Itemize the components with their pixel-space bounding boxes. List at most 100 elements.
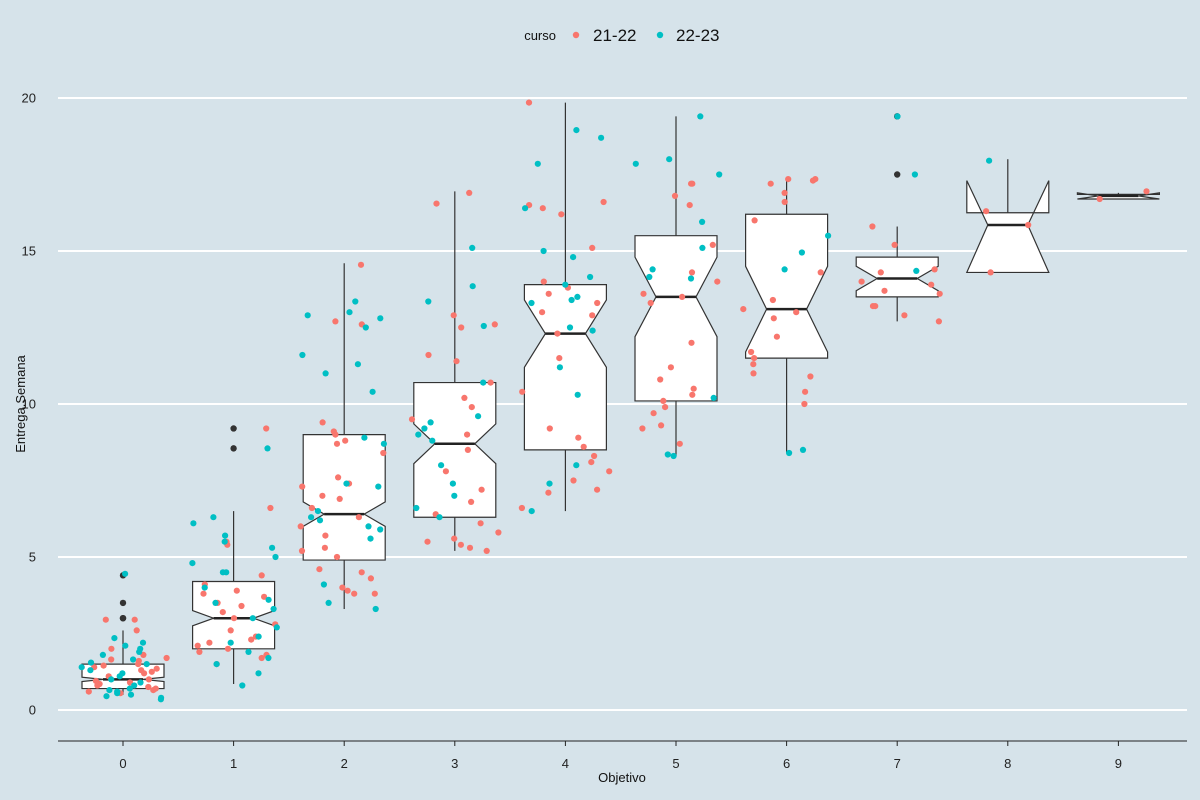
point-21-22 (458, 324, 465, 331)
point-21-22 (267, 504, 274, 512)
point-22-23 (213, 661, 220, 668)
legend-marker-21-22 (572, 31, 580, 39)
point-22-23 (137, 679, 144, 686)
point-22-23 (111, 635, 118, 642)
point-22-23 (670, 452, 677, 460)
point-21-22 (466, 189, 473, 196)
point-21-22 (657, 376, 664, 383)
point-21-22 (299, 483, 306, 490)
point-21-22 (200, 590, 207, 597)
point-21-22 (877, 269, 884, 276)
point-21-22 (983, 208, 990, 215)
point-22-23 (540, 247, 547, 255)
point-21-22 (424, 538, 431, 545)
point-21-22 (773, 333, 781, 340)
point-22-23 (103, 693, 110, 700)
point-22-23 (632, 160, 639, 167)
point-22-23 (449, 480, 456, 487)
x-tick-label: 5 (672, 756, 679, 771)
legend: curso 21-22 22-23 (524, 26, 719, 45)
point-21-22 (468, 498, 475, 505)
x-tick-label: 1 (230, 756, 237, 771)
point-22-23 (986, 157, 993, 164)
point-22-23 (528, 508, 535, 515)
point-22-23 (255, 633, 262, 640)
point-22-23 (781, 266, 788, 273)
point-21-22 (891, 241, 898, 248)
point-21-22 (141, 670, 148, 677)
point-22-23 (469, 244, 476, 251)
point-21-22 (872, 303, 879, 310)
point-21-22 (807, 373, 814, 380)
x-tick-label: 6 (783, 756, 790, 771)
point-21-22 (163, 654, 170, 662)
point-21-22 (589, 312, 596, 319)
point-21-22 (351, 590, 358, 597)
point-22-23 (699, 218, 706, 225)
point-22-23 (570, 254, 577, 261)
point-22-23 (372, 605, 379, 613)
point-21-22 (869, 223, 876, 230)
point-22-23 (122, 642, 129, 649)
point-21-22 (750, 361, 757, 368)
point-21-22 (935, 318, 943, 325)
point-21-22 (425, 351, 432, 359)
point-21-22 (588, 459, 595, 466)
point-22-23 (377, 315, 384, 322)
point-22-23 (212, 599, 219, 607)
point-22-23 (227, 639, 234, 646)
point-21-22 (901, 312, 908, 319)
point-22-23 (127, 691, 135, 698)
point-21-22 (709, 241, 716, 248)
point-21-22 (408, 416, 416, 423)
point-21-22 (570, 477, 577, 484)
point-21-22 (194, 642, 201, 649)
x-tick-label: 7 (894, 756, 901, 771)
point-22-23 (666, 156, 673, 163)
point-21-22 (100, 662, 107, 669)
point-21-22 (936, 290, 943, 297)
point-21-22 (751, 217, 758, 224)
jitter-points (78, 99, 1150, 703)
point-21-22 (248, 636, 255, 643)
point-22-23 (143, 661, 150, 668)
point-22-23 (798, 249, 806, 256)
point-22-23 (239, 682, 246, 689)
point-22-23 (361, 434, 368, 441)
point-21-22 (258, 572, 265, 579)
y-tick-label: 0 (29, 703, 36, 718)
point-22-23 (131, 682, 138, 689)
point-21-22 (230, 615, 238, 622)
point-22-23 (322, 370, 329, 377)
point-21-22 (667, 364, 675, 371)
point-22-23 (139, 639, 147, 646)
point-22-23 (343, 480, 350, 487)
box-1 (192, 425, 276, 684)
point-21-22 (322, 532, 329, 539)
point-22-23 (375, 483, 382, 490)
point-21-22 (802, 388, 809, 395)
box-body (744, 213, 829, 359)
point-21-22 (261, 593, 268, 600)
point-22-23 (697, 113, 704, 120)
point-21-22 (881, 287, 888, 294)
point-22-23 (556, 364, 564, 371)
point-21-22 (690, 385, 697, 392)
point-21-22 (1025, 221, 1032, 229)
box-6 (744, 177, 829, 453)
point-21-22 (658, 422, 665, 429)
point-22-23 (126, 685, 133, 692)
point-21-22 (554, 330, 561, 337)
point-21-22 (688, 339, 695, 346)
point-21-22 (321, 544, 328, 551)
point-21-22 (750, 370, 757, 377)
y-axis-title: Entrega.Semana (13, 354, 28, 452)
point-21-22 (928, 281, 935, 288)
x-tick-label: 0 (119, 756, 126, 771)
point-22-23 (799, 446, 807, 453)
point-22-23 (316, 517, 324, 524)
point-21-22 (316, 566, 323, 573)
point-22-23 (264, 445, 271, 452)
point-21-22 (150, 687, 157, 694)
y-tick-label: 10 (22, 397, 36, 412)
